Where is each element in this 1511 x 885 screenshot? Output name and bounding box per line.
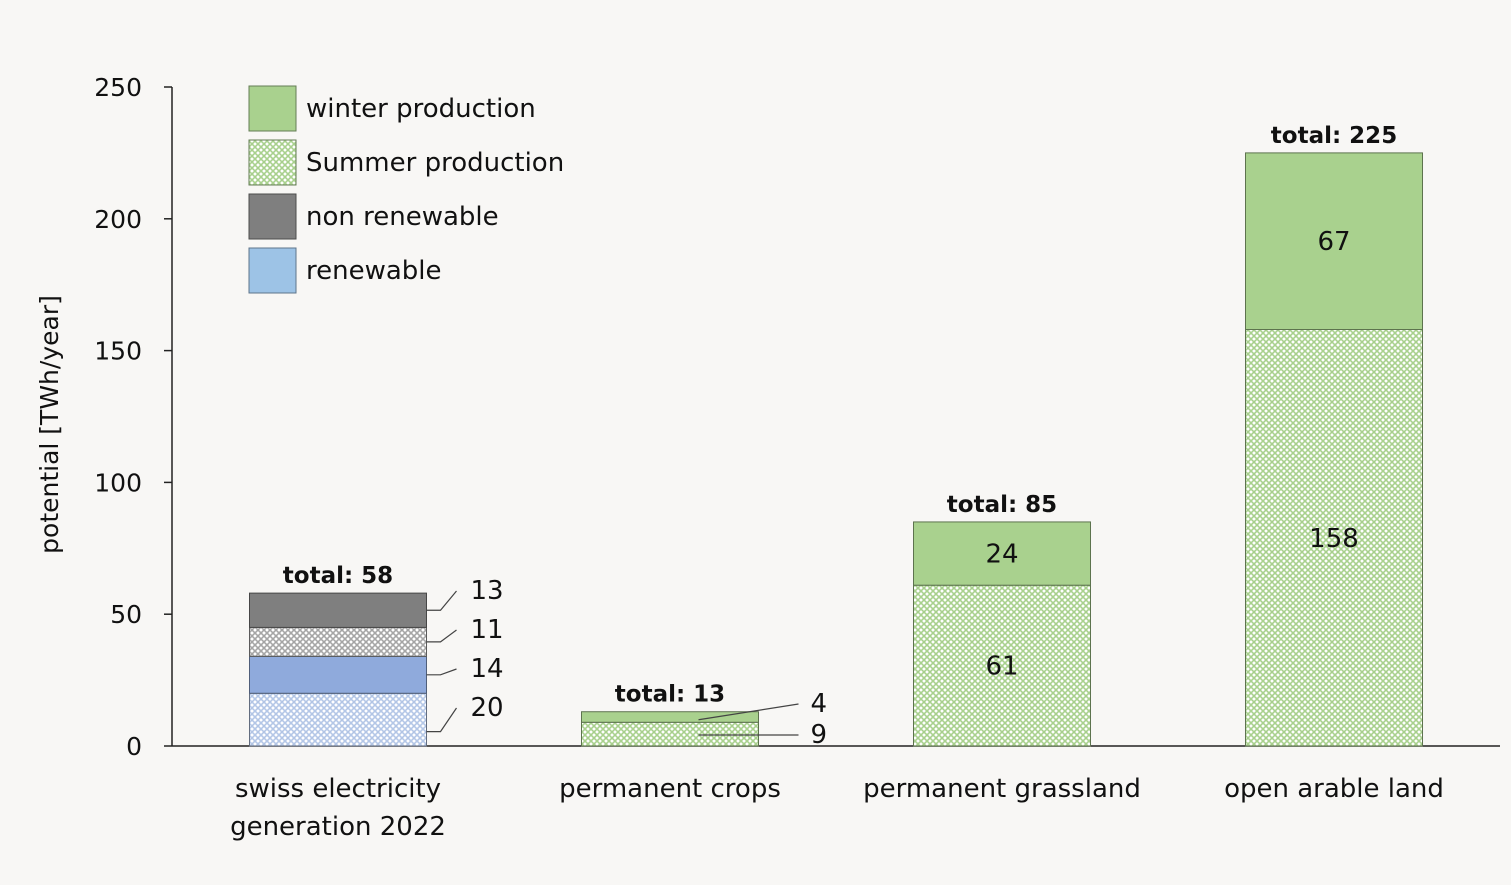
segment-value-label: 4 [811,689,828,719]
legend-swatch [248,247,297,294]
total-label: total: 58 [283,563,393,589]
legend: winter production Summer production non re… [248,85,564,294]
legend-label: winter production [306,94,536,124]
bar-stack: 61 24 total: 85 [913,492,1091,747]
bar-segment [913,521,1091,586]
y-tick-label: 250 [94,73,142,102]
y-tick-label: 50 [110,600,142,629]
leader-line [426,629,457,643]
segment-value-label: 14 [471,654,504,684]
y-tick-label: 0 [126,732,142,761]
segment-value-label: 11 [471,615,504,645]
category-label: permanent grassland [863,774,1141,804]
bar-segment [1245,152,1423,331]
bar-segment [1245,329,1423,747]
bar-stack: 94 total: 13 [581,682,828,750]
total-label: total: 13 [615,682,725,708]
y-axis-title: potential [TWh/year] [35,295,64,554]
leader-line [426,707,457,733]
category-label: swiss electricity [235,774,441,804]
bar-segment [249,655,427,694]
category-label: permanent crops [559,774,781,804]
bar-segment [249,692,427,747]
bar-stack: 20 14 11 13 total: 58 [249,563,504,747]
category-label: open arable land [1224,774,1444,804]
total-label: total: 225 [1271,123,1397,149]
segment-value-label: 61 [985,652,1018,682]
category-label: generation 2022 [230,812,446,842]
segment-value-label: 67 [1317,227,1350,257]
y-tick-label: 150 [94,337,142,366]
segment-value-label: 20 [471,693,504,723]
bar-stack: 158 67 total: 225 [1245,123,1423,747]
y-tick-label: 100 [94,468,142,497]
bar-segment [581,711,759,723]
legend-label: Summer production [306,148,564,178]
legend-label: non renewable [306,202,499,232]
legend-swatch [248,193,297,240]
leader-line [426,590,457,611]
legend-label: renewable [306,256,442,286]
legend-swatch [248,139,297,186]
segment-value-label: 9 [811,720,828,750]
bar-segment [249,592,427,628]
segment-value-label: 158 [1309,524,1359,554]
total-label: total: 85 [947,492,1057,518]
segment-value-label: 13 [471,576,504,606]
bar-segment [249,626,427,657]
y-tick-label: 200 [94,205,142,234]
bar-segment [581,721,759,747]
legend-swatch [248,85,297,132]
segment-value-label: 24 [985,540,1018,570]
leader-line [426,668,457,676]
leader-line [698,703,799,721]
